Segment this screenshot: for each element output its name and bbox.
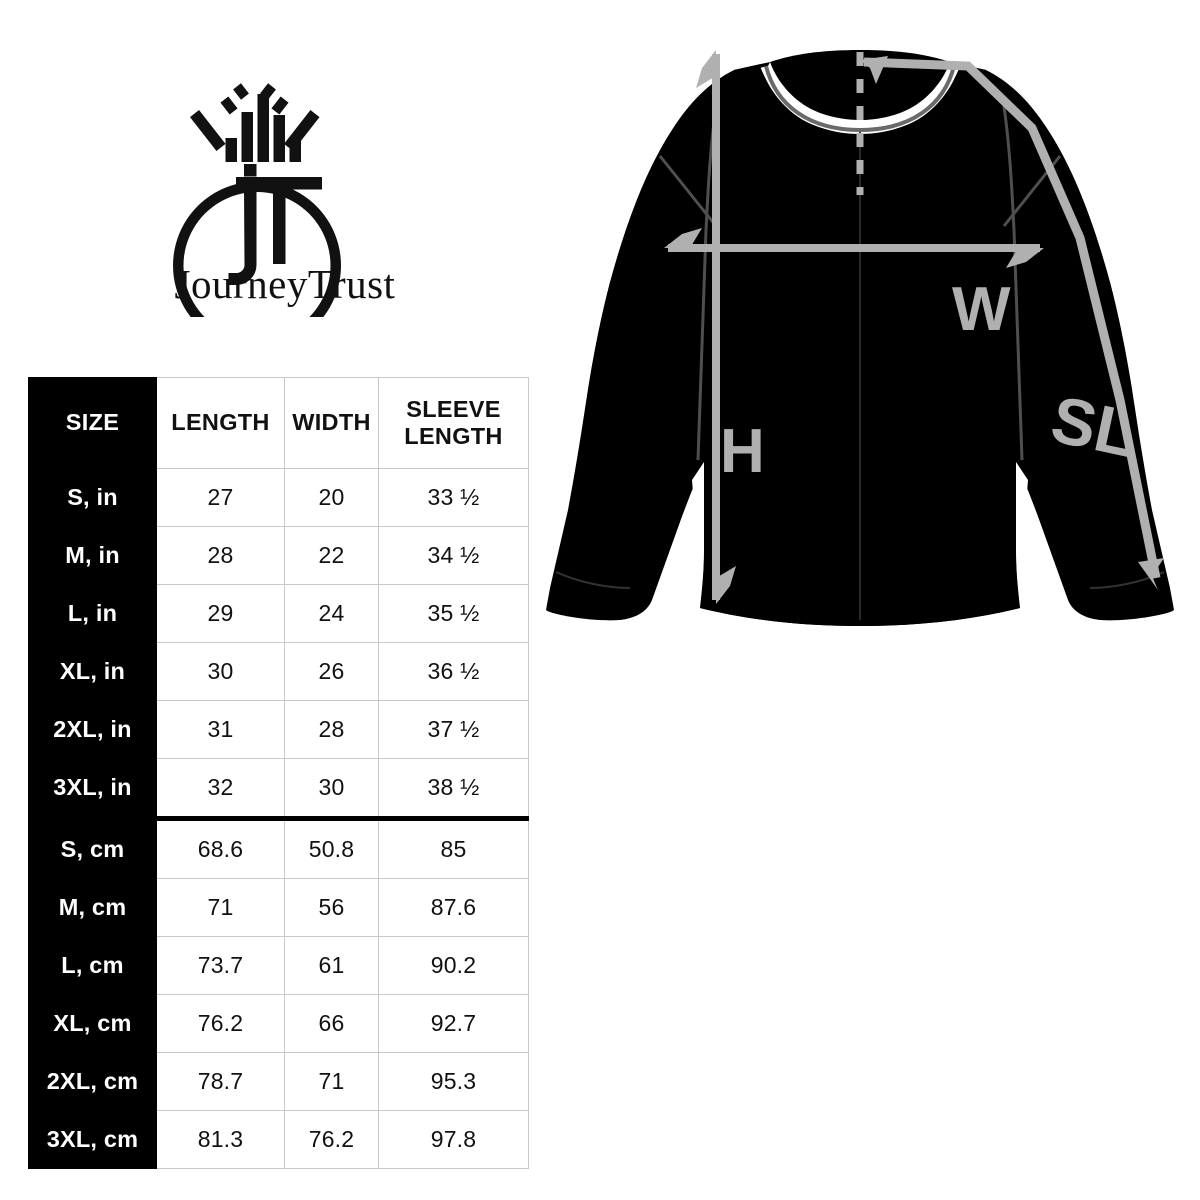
cell-length: 81.3 — [156, 1110, 285, 1169]
sleeve-length-arrow-heads — [860, 56, 1164, 590]
cell-sleeve-length: 35 ½ — [378, 584, 529, 643]
cell-width: 71 — [284, 1052, 379, 1111]
table-row: 2XL, cm 78.7 71 95.3 — [28, 1052, 529, 1111]
column-header-sleeve-length: SLEEVE LENGTH — [378, 377, 529, 469]
cell-width: 66 — [284, 994, 379, 1053]
brand-wordmark: JourneyTrust — [135, 260, 435, 308]
cell-length: 68.6 — [156, 816, 285, 879]
table-row: 2XL, in 31 28 37 ½ — [28, 700, 529, 759]
width-measure-label: W — [952, 275, 1011, 344]
cell-size: 3XL, in — [28, 758, 157, 819]
table-row: XL, cm 76.2 66 92.7 — [28, 994, 529, 1053]
cell-length: 32 — [156, 758, 285, 819]
cell-width: 76.2 — [284, 1110, 379, 1169]
cell-width: 56 — [284, 878, 379, 937]
cell-sleeve-length: 34 ½ — [378, 526, 529, 585]
cell-size: S, in — [28, 468, 157, 527]
table-row: L, in 29 24 35 ½ — [28, 584, 529, 643]
cell-size: M, in — [28, 526, 157, 585]
cell-sleeve-length: 87.6 — [378, 878, 529, 937]
cell-length: 76.2 — [156, 994, 285, 1053]
cell-size: XL, cm — [28, 994, 157, 1053]
cell-width: 50.8 — [284, 816, 379, 879]
table-row: S, cm 68.6 50.8 85 — [28, 816, 529, 879]
cell-sleeve-length: 95.3 — [378, 1052, 529, 1111]
cell-length: 31 — [156, 700, 285, 759]
cell-width: 61 — [284, 936, 379, 995]
cell-size: L, cm — [28, 936, 157, 995]
cell-sleeve-length: 33 ½ — [378, 468, 529, 527]
table-row: 3XL, in 32 30 38 ½ — [28, 758, 529, 819]
cell-sleeve-length: 38 ½ — [378, 758, 529, 819]
cell-size: 2XL, cm — [28, 1052, 157, 1111]
table-row: 3XL, cm 81.3 76.2 97.8 — [28, 1110, 529, 1169]
cell-length: 28 — [156, 526, 285, 585]
cell-width: 30 — [284, 758, 379, 819]
table-row: S, in 27 20 33 ½ — [28, 468, 529, 527]
cell-sleeve-length: 37 ½ — [378, 700, 529, 759]
sleeve-edge-mask — [1132, 340, 1200, 490]
brand-logo-block: JourneyTrust — [140, 82, 430, 350]
table-header-row: SIZE LENGTH WIDTH SLEEVE LENGTH — [28, 377, 529, 469]
cell-size: 3XL, cm — [28, 1110, 157, 1169]
size-chart-table-container: SIZE LENGTH WIDTH SLEEVE LENGTH S, in 27 2… — [28, 377, 529, 1169]
cell-width: 26 — [284, 642, 379, 701]
sleeve-length-measure-label: SL — [1045, 381, 1143, 471]
cell-length: 71 — [156, 878, 285, 937]
cell-size: S, cm — [28, 816, 157, 879]
cell-length: 30 — [156, 642, 285, 701]
cell-size: XL, in — [28, 642, 157, 701]
cell-width: 28 — [284, 700, 379, 759]
column-header-size: SIZE — [28, 377, 157, 469]
cell-sleeve-length: 36 ½ — [378, 642, 529, 701]
cell-length: 78.7 — [156, 1052, 285, 1111]
cell-width: 20 — [284, 468, 379, 527]
cell-length: 27 — [156, 468, 285, 527]
sleeve-length-measure-line — [863, 57, 1161, 579]
column-header-width: WIDTH — [284, 377, 379, 469]
garment-measurement-diagram: H W SL — [520, 10, 1200, 660]
size-chart-table: SIZE LENGTH WIDTH SLEEVE LENGTH S, in 27 2… — [28, 377, 529, 1169]
column-header-length: LENGTH — [156, 377, 285, 469]
width-measure-line — [664, 228, 1044, 268]
cell-sleeve-length: 90.2 — [378, 936, 529, 995]
table-row: L, cm 73.7 61 90.2 — [28, 936, 529, 995]
table-row: XL, in 30 26 36 ½ — [28, 642, 529, 701]
length-measure-line — [696, 50, 736, 604]
cell-length: 29 — [156, 584, 285, 643]
cell-sleeve-length: 85 — [378, 816, 529, 879]
brand-wordmark-journey: Journey — [174, 261, 308, 307]
cell-length: 73.7 — [156, 936, 285, 995]
cell-width: 22 — [284, 526, 379, 585]
table-row: M, in 28 22 34 ½ — [28, 526, 529, 585]
journeytrust-logo-icon — [140, 82, 430, 350]
cell-size: M, cm — [28, 878, 157, 937]
table-header: SIZE LENGTH WIDTH SLEEVE LENGTH — [28, 377, 529, 469]
cell-width: 24 — [284, 584, 379, 643]
cell-sleeve-length: 97.8 — [378, 1110, 529, 1169]
cell-size: 2XL, in — [28, 700, 157, 759]
length-measure-label: H — [720, 417, 765, 486]
brand-wordmark-trust: Trust — [307, 261, 396, 307]
cell-size: L, in — [28, 584, 157, 643]
cell-sleeve-length: 92.7 — [378, 994, 529, 1053]
table-row: M, cm 71 56 87.6 — [28, 878, 529, 937]
